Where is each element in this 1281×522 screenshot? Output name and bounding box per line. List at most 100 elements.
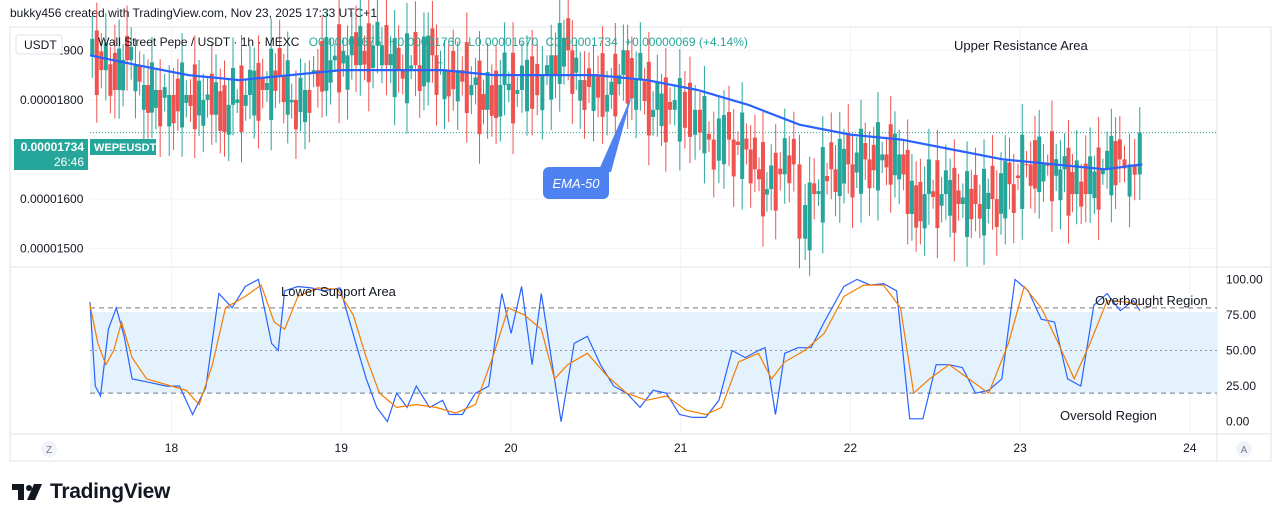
candle-body bbox=[379, 45, 384, 66]
candle-body bbox=[969, 188, 974, 220]
candle-body bbox=[655, 81, 660, 110]
oscillator-tick-label: 75.00 bbox=[1226, 308, 1256, 322]
candle-body bbox=[833, 169, 838, 192]
candle-body bbox=[108, 64, 113, 96]
timezone-button[interactable] bbox=[41, 441, 57, 457]
ohlc-open: O0.00001675 bbox=[309, 35, 382, 49]
candle-body bbox=[948, 179, 953, 216]
time-tick-label: 24 bbox=[1183, 441, 1197, 455]
candle-body bbox=[1070, 172, 1075, 195]
candle-body bbox=[1024, 164, 1029, 166]
time-tick-label: 19 bbox=[335, 441, 349, 455]
ema-callout[interactable] bbox=[543, 167, 609, 199]
candle-body bbox=[239, 65, 244, 132]
candle-body bbox=[281, 75, 286, 103]
candle-body bbox=[858, 128, 863, 194]
candle-body bbox=[192, 64, 197, 130]
tradingview-logo[interactable]: TradingView bbox=[12, 480, 170, 504]
candle-body bbox=[939, 194, 944, 206]
candle-body bbox=[973, 174, 978, 205]
time-tick-label: 21 bbox=[674, 441, 688, 455]
candle-body bbox=[1028, 164, 1033, 186]
candle-body bbox=[201, 99, 206, 126]
candle-body bbox=[977, 204, 982, 219]
candle-body bbox=[943, 170, 948, 195]
candle-body bbox=[1011, 184, 1016, 213]
candle-body bbox=[952, 167, 957, 233]
candle-body bbox=[117, 48, 122, 90]
candle-body bbox=[400, 70, 405, 79]
candle-body bbox=[214, 82, 219, 115]
candle-body bbox=[752, 137, 757, 170]
candle-body bbox=[918, 181, 923, 222]
candle-body bbox=[609, 81, 614, 95]
candle-body bbox=[112, 52, 117, 90]
candle-body bbox=[638, 52, 643, 81]
candle-body bbox=[905, 149, 910, 214]
candle-body bbox=[646, 61, 651, 136]
candle-body bbox=[863, 143, 868, 160]
auto-scale-button[interactable] bbox=[1236, 441, 1252, 457]
candle-body bbox=[1049, 131, 1054, 202]
candle-body bbox=[982, 168, 987, 236]
candle-body bbox=[760, 142, 765, 217]
candle-body bbox=[1066, 147, 1071, 216]
lower-support-label: Lower Support Area bbox=[281, 284, 397, 299]
candle-body bbox=[243, 94, 248, 106]
candle-body bbox=[825, 176, 830, 182]
candle-body bbox=[430, 28, 435, 56]
candle-body bbox=[175, 78, 180, 112]
candle-body bbox=[1074, 160, 1079, 195]
candle-body bbox=[574, 57, 579, 73]
candle-body bbox=[884, 154, 889, 168]
candle-body bbox=[137, 65, 142, 82]
candle-body bbox=[396, 47, 401, 71]
candle-body bbox=[587, 68, 592, 87]
candle-body bbox=[354, 32, 359, 66]
candle-body bbox=[1137, 132, 1142, 175]
candle-body bbox=[320, 41, 325, 92]
candle-body bbox=[1113, 141, 1118, 186]
candle-body bbox=[324, 37, 329, 91]
candle-body bbox=[659, 93, 664, 127]
candle-body bbox=[854, 152, 859, 173]
a-label: A bbox=[1241, 445, 1248, 456]
price-tick-label: 0.00001600 bbox=[20, 192, 84, 206]
candle-body bbox=[837, 138, 842, 197]
candle-body bbox=[252, 70, 257, 116]
candle-body bbox=[897, 154, 902, 180]
candle-body bbox=[1007, 162, 1012, 185]
candle-body bbox=[511, 52, 516, 124]
currency-badge[interactable] bbox=[15, 34, 63, 55]
candle-body bbox=[442, 70, 447, 100]
candle-body bbox=[986, 192, 991, 209]
tradingview-logo-icon bbox=[12, 484, 42, 500]
candle-body bbox=[880, 154, 885, 161]
candle-body bbox=[1041, 164, 1046, 182]
candle-body bbox=[922, 194, 927, 229]
ohlc-close: C0.00001734 bbox=[546, 35, 618, 49]
price-tick-label: 0.00001500 bbox=[20, 242, 84, 256]
candle-body bbox=[901, 154, 906, 175]
candle-body bbox=[687, 82, 692, 137]
candle-body bbox=[582, 80, 587, 110]
candle-body bbox=[285, 60, 290, 115]
oscillator-tick-label: 100.00 bbox=[1226, 272, 1263, 286]
candle-body bbox=[1105, 150, 1110, 170]
candle-body bbox=[162, 87, 167, 98]
candle-body bbox=[153, 89, 158, 108]
time-tick-label: 18 bbox=[165, 441, 179, 455]
candle-body bbox=[544, 65, 549, 76]
candle-body bbox=[1088, 156, 1093, 195]
time-axis: 18 19 20 21 22 23 24 bbox=[165, 441, 1197, 455]
candle-body bbox=[489, 85, 494, 116]
oscillator-tick-label: 50.00 bbox=[1226, 344, 1256, 358]
candle-body bbox=[188, 94, 193, 106]
candle-body bbox=[530, 56, 535, 109]
candle-body bbox=[820, 147, 825, 223]
candle-body bbox=[990, 165, 995, 200]
symbol-badge bbox=[90, 139, 156, 155]
candle-body bbox=[184, 94, 189, 103]
overbought-label: Overbought Region bbox=[1095, 293, 1208, 308]
